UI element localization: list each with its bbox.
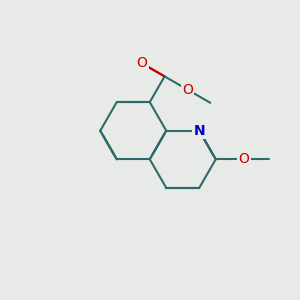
Text: N: N <box>194 124 205 138</box>
Text: O: O <box>182 82 193 97</box>
Text: O: O <box>238 152 249 166</box>
Text: O: O <box>136 56 147 70</box>
